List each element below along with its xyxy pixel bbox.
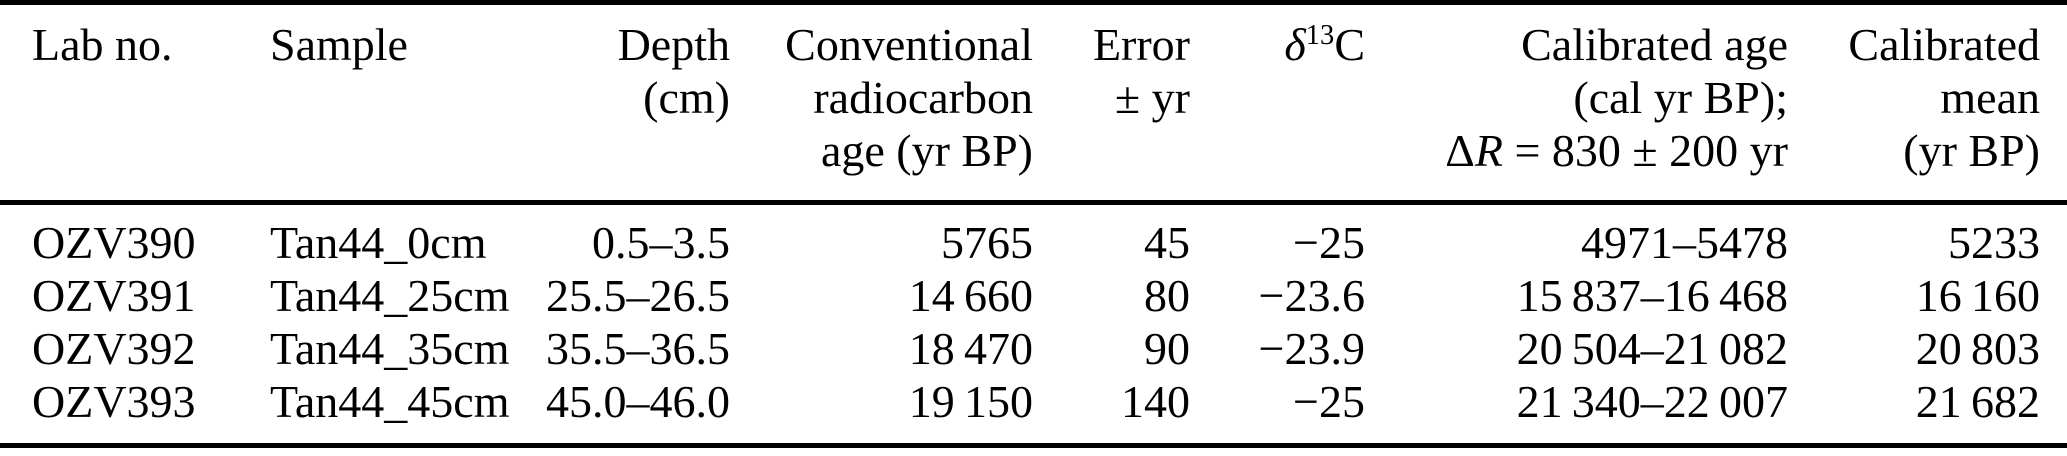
header-cell-depth: Depth (cm) [510,5,730,200]
cell-lab-no: OZV391 [32,270,196,321]
cell-calibrated-age: 4971–5478 [1581,217,1788,268]
cell-depth: 35.5–36.5 [546,323,730,374]
header-row: Lab no. Sample Depth (cm) Conventional r… [32,5,2040,200]
cell-d13c: −23.9 [1258,323,1365,374]
header-label-conventional: Conventional [785,19,1033,70]
cell-error: 90 [1144,323,1190,374]
radiocarbon-table: Lab no. Sample Depth (cm) Conventional r… [32,5,2040,428]
cell-calibrated-mean: 16 160 [1915,270,2040,321]
cell-error: 140 [1121,376,1190,427]
cell-conventional-age: 19 150 [908,376,1033,427]
carbon-symbol: C [1334,19,1365,70]
cell-lab-no: OZV392 [32,323,196,374]
table-top-rule [0,0,2067,5]
delta-r-value: = 830 ± 200 yr [1502,125,1788,176]
cell-depth: 0.5–3.5 [592,217,730,268]
header-label-delta-r-equation: ΔR = 830 ± 200 yr [1365,124,1788,177]
header-label-mean: mean [1940,72,2040,123]
header-cell-calibrated-age: Calibrated age (cal yr BP); ΔR = 830 ± 2… [1365,5,1788,200]
reservoir-r-symbol: R [1474,125,1503,176]
table-row: OZV393 Tan44_45cm 45.0–46.0 19 150 140 −… [32,375,2040,428]
cell-d13c: −25 [1293,376,1365,427]
header-label-calibrated-age: Calibrated age [1521,19,1788,70]
cell-d13c: −23.6 [1258,270,1365,321]
header-cell-error: Error ± yr [1033,5,1190,200]
header-label-d13c: δ13C [1190,18,1365,71]
cell-lab-no: OZV390 [32,217,196,268]
header-cell-calibrated-mean: Calibrated mean (yr BP) [1788,5,2040,200]
cell-lab-no: OZV393 [32,376,196,427]
table-body: OZV390 Tan44_0cm 0.5–3.5 5765 45 −25 497… [32,200,2040,428]
header-label-error: Error [1092,19,1190,70]
table-header-rule [0,200,2067,205]
cell-depth: 25.5–26.5 [546,270,730,321]
header-cell-d13c: δ13C [1190,5,1365,200]
header-label-error-unit: ± yr [1114,72,1190,123]
header-label-calibrated: Calibrated [1848,19,2040,70]
table-bottom-rule [0,443,2067,448]
cell-calibrated-age: 21 340–22 007 [1516,376,1788,427]
d13c-superscript: 13 [1305,20,1335,52]
header-label-depth: Depth [617,19,730,70]
capital-delta-symbol: Δ [1445,125,1475,176]
header-label-mean-unit: (yr BP) [1903,125,2040,176]
cell-calibrated-mean: 20 803 [1915,323,2040,374]
header-label-lab-no: Lab no. [32,19,173,70]
header-label-radiocarbon: radiocarbon [813,72,1033,123]
cell-calibrated-mean: 5233 [1948,217,2040,268]
cell-conventional-age: 14 660 [908,270,1033,321]
cell-error: 45 [1144,217,1190,268]
cell-calibrated-mean: 21 682 [1915,376,2040,427]
delta-symbol: δ [1284,19,1306,70]
header-cell-sample: Sample [270,5,510,200]
cell-sample: Tan44_25cm [270,270,510,321]
cell-calibrated-age: 15 837–16 468 [1516,270,1788,321]
cell-conventional-age: 18 470 [908,323,1033,374]
cell-depth: 45.0–46.0 [546,376,730,427]
header-label-depth-unit: (cm) [643,72,730,123]
cell-calibrated-age: 20 504–21 082 [1516,323,1788,374]
cell-conventional-age: 5765 [941,217,1033,268]
cell-error: 80 [1144,270,1190,321]
header-label-age-unit: age (yr BP) [820,125,1033,176]
cell-d13c: −25 [1293,217,1365,268]
header-cell-lab-no: Lab no. [32,5,270,200]
cell-sample: Tan44_35cm [270,323,510,374]
table-row: OZV392 Tan44_35cm 35.5–36.5 18 470 90 −2… [32,322,2040,375]
table-header: Lab no. Sample Depth (cm) Conventional r… [32,5,2040,200]
header-label-calibrated-age-unit: (cal yr BP); [1573,72,1788,123]
table-row: OZV391 Tan44_25cm 25.5–26.5 14 660 80 −2… [32,269,2040,322]
header-cell-conventional-age: Conventional radiocarbon age (yr BP) [730,5,1033,200]
cell-sample: Tan44_45cm [270,376,510,427]
cell-sample: Tan44_0cm [270,217,487,268]
table-row: OZV390 Tan44_0cm 0.5–3.5 5765 45 −25 497… [32,200,2040,269]
header-label-sample: Sample [270,19,408,70]
